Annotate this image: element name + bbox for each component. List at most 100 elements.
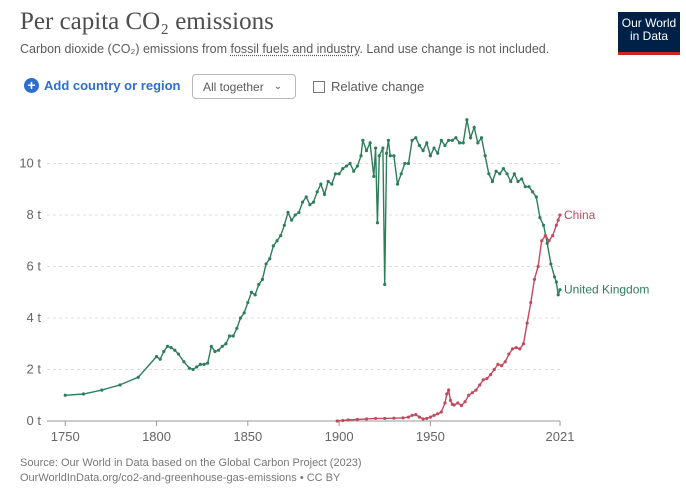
data-point [300,200,305,204]
data-point [421,149,425,153]
data-point [361,138,365,142]
data-point [297,210,301,215]
data-point [501,167,506,171]
data-point [182,360,186,364]
data-point [383,282,387,287]
data-point [191,367,195,372]
select-value: All together [203,79,264,94]
data-point [540,239,544,243]
data-point [257,282,261,287]
data-point [384,151,389,155]
data-point [231,334,235,338]
data-point [543,234,547,238]
data-point [443,401,447,405]
data-point [425,141,429,145]
data-point [436,151,440,155]
relative-change-checkbox[interactable] [313,80,325,93]
data-point [242,311,246,315]
data-point [496,362,500,366]
data-point [445,392,449,396]
data-point [509,179,513,184]
data-point [330,182,334,186]
x-tick-label: 1800 [142,429,171,444]
data-point [556,218,560,222]
data-point [470,391,474,395]
data-point [532,277,537,281]
relative-change-toggle[interactable]: Relative change [313,79,424,94]
fossil-fuels-link[interactable]: fossil fuels and industry [230,42,360,56]
data-point [448,398,453,402]
data-point [439,138,443,142]
x-tick-label: 1750 [51,429,80,444]
data-point [518,347,522,351]
data-point [355,417,359,422]
data-point [476,141,480,145]
y-tick-label: 6 t [27,259,42,274]
data-point [395,182,400,186]
data-point [525,321,529,325]
data-point [487,172,491,176]
subtitle-suffix: . Land use change is not included. [359,42,550,56]
data-point [202,362,206,366]
x-tick-label: 1900 [325,429,354,444]
data-point [510,347,515,351]
data-point [554,280,558,284]
data-point [406,161,411,166]
series-mode-select[interactable]: All together ⌄ [192,74,296,99]
data-point [279,234,283,238]
series-label: United Kingdom [564,283,649,297]
url-note: OurWorldInData.org/co2-and-greenhouse-ga… [20,472,341,484]
data-point [521,342,526,346]
data-point [368,141,372,145]
y-tick-label: 4 t [27,310,42,325]
data-point [304,195,308,199]
data-point [100,388,104,392]
data-point [275,239,279,243]
add-country-label: Add country or region [44,78,181,93]
data-point [541,223,546,227]
data-point [198,362,202,366]
data-point [401,416,405,420]
data-point [224,342,228,346]
data-point [467,393,471,397]
data-point [169,346,173,350]
source-note: Source: Our World in Data based on the G… [20,457,362,469]
data-point [554,223,558,227]
subtitle-prefix: Carbon dioxide (CO₂) emissions from [20,42,231,56]
data-point [227,334,232,338]
data-point [348,161,352,166]
data-point [443,143,447,148]
chevron-down-icon: ⌄ [273,81,283,92]
add-country-button[interactable]: + Add country or region [24,78,181,93]
chart-subtitle: Carbon dioxide (CO₂) emissions from foss… [20,42,549,56]
data-point [461,141,465,145]
data-point [428,154,432,158]
data-point [392,154,396,158]
data-point [253,293,257,297]
data-point [485,376,489,381]
data-point [286,210,290,215]
data-point [505,172,509,176]
data-point [459,403,464,408]
data-point [403,161,407,166]
data-point [337,172,341,176]
y-tick-label: 2 t [27,362,42,377]
data-point [154,355,159,359]
data-point [421,417,425,421]
data-point [489,373,493,377]
logo-line1: Our World [621,16,677,30]
data-point [531,190,535,194]
data-point [468,136,473,140]
data-point [552,275,557,279]
data-point [388,154,392,158]
data-point [374,416,378,421]
data-point [311,200,316,204]
data-point [558,288,562,292]
data-point [516,179,520,184]
owid-logo[interactable]: Our World in Data [618,12,680,55]
data-point [355,164,359,168]
data-point [483,154,487,158]
data-point [195,365,199,369]
data-point [213,349,217,354]
